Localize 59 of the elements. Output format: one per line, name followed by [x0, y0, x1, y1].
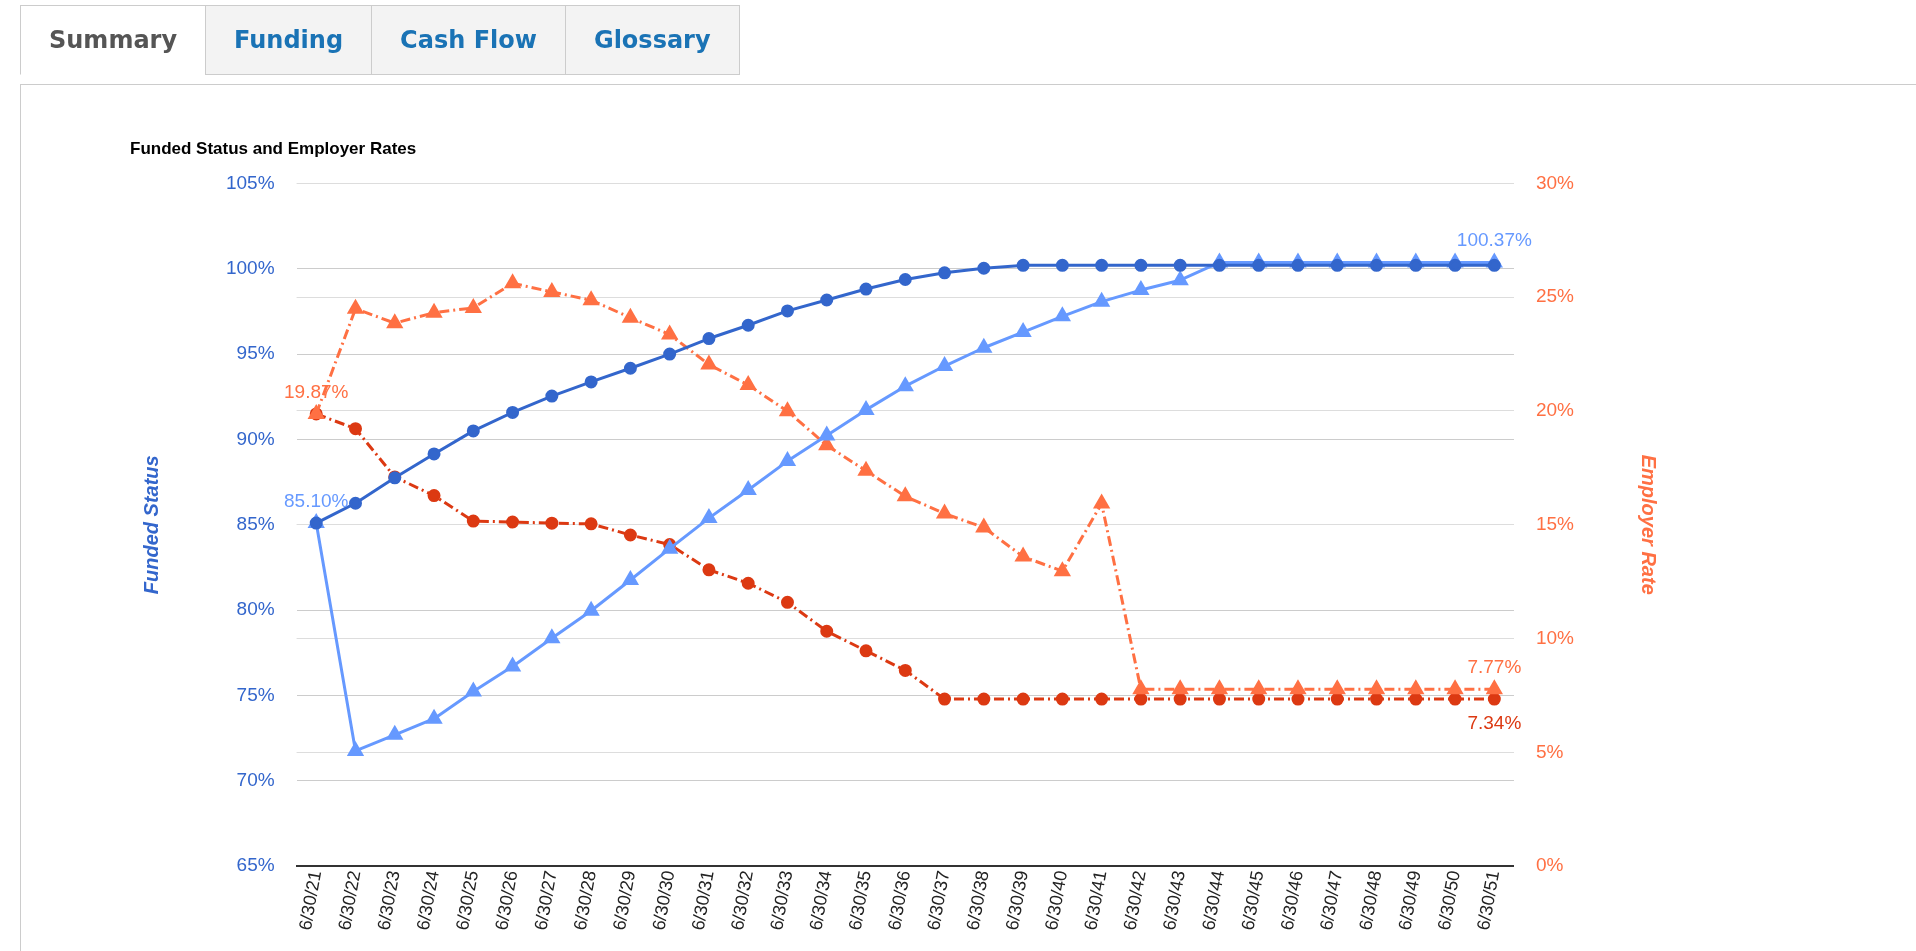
- x-tick-label: 6/30/24: [412, 869, 443, 932]
- data-label: 7.77%: [1467, 656, 1522, 678]
- x-tick-label: 6/30/38: [962, 869, 993, 932]
- text: Cash Flow: [371, 5, 566, 75]
- x-tick-label: 6/30/22: [334, 869, 365, 932]
- x-tick-label: 6/30/33: [766, 869, 797, 932]
- x-tick-label: 6/30/42: [1119, 869, 1150, 932]
- x-tick-label: 6/30/32: [726, 869, 758, 932]
- y2-tick-label: 30%: [1535, 171, 1575, 193]
- text: Glossary: [564, 5, 740, 75]
- y-tick-label: 75%: [236, 683, 275, 705]
- x-tick-label: 6/30/45: [1237, 869, 1268, 932]
- x-tick-label: 6/30/49: [1394, 869, 1425, 932]
- x-tick-label: 6/30/30: [648, 869, 679, 932]
- x-tick-label: 6/30/46: [1276, 869, 1307, 932]
- chart-title: Funded Status and Employer Rates: [130, 138, 417, 158]
- y-tick-label: 80%: [236, 598, 275, 620]
- data-label: 85.10%: [284, 490, 349, 512]
- x-tick-label: 6/30/27: [530, 869, 561, 932]
- y-tick-label: 90%: [236, 427, 275, 449]
- x-tick-label: 6/30/23: [373, 869, 404, 932]
- y-tick-label: 100%: [225, 256, 275, 278]
- y2-tick-label: 15%: [1535, 512, 1575, 534]
- x-tick-label: 6/30/41: [1080, 869, 1111, 932]
- x-tick-label: 6/30/29: [609, 869, 640, 932]
- y2-tick-label: 0%: [1535, 854, 1564, 876]
- data-label: 100.37%: [1456, 229, 1532, 251]
- data-label: 7.34%: [1467, 712, 1522, 734]
- x-tick-label: 6/30/25: [452, 869, 483, 932]
- y-tick-label: 85%: [236, 512, 275, 534]
- x-tick-label: 6/30/35: [844, 869, 875, 932]
- y-axis-title: Funded Status: [139, 455, 162, 595]
- x-tick-label: 6/30/44: [1198, 869, 1229, 932]
- x-tick-label: 6/30/43: [1158, 869, 1190, 932]
- x-tick-label: 6/30/47: [1315, 869, 1347, 932]
- x-tick-label: 6/30/51: [1473, 869, 1504, 932]
- x-tick-label: 6/30/28: [569, 869, 600, 932]
- y2-tick-label: 20%: [1535, 399, 1575, 421]
- x-tick-label: 6/30/50: [1433, 869, 1464, 932]
- x-tick-label: 6/30/34: [805, 869, 836, 932]
- y-tick-label: 105%: [225, 171, 275, 193]
- text: Funding: [205, 5, 373, 75]
- x-tick-label: 6/30/40: [1041, 869, 1072, 932]
- data-label: 19.87%: [284, 380, 349, 402]
- x-tick-label: 6/30/37: [923, 869, 954, 932]
- y-tick-label: 70%: [236, 769, 275, 790]
- x-tick-label: 6/30/31: [687, 869, 718, 932]
- y-tick-label: 65%: [236, 854, 275, 876]
- y2-axis-title: Employer Rate: [1638, 454, 1661, 595]
- x-tick-label: 6/30/21: [294, 869, 326, 932]
- x-tick-label: 6/30/26: [491, 869, 522, 932]
- y2-tick-label: 5%: [1535, 740, 1564, 762]
- y-tick-label: 95%: [236, 342, 275, 364]
- y2-tick-label: 10%: [1535, 626, 1575, 648]
- x-tick-label: 6/30/48: [1355, 869, 1386, 932]
- text: Summary: [20, 5, 207, 75]
- x-tick-label: 6/30/36: [883, 869, 915, 932]
- x-tick-label: 6/30/39: [1001, 869, 1032, 932]
- y2-tick-label: 25%: [1535, 285, 1575, 307]
